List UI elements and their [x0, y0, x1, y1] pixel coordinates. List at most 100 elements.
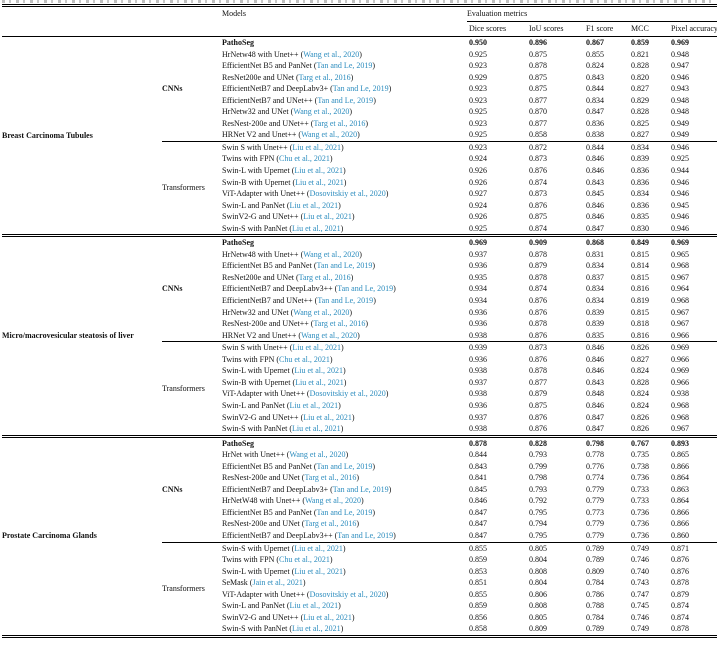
citation-link[interactable]: Wang et al., 2020	[301, 330, 358, 340]
metric-value: 0.779	[586, 530, 604, 540]
model-row: Swin-B with Upernet (Liu et al., 2021) 0.…	[2, 177, 717, 189]
citation-link[interactable]: Wang et al., 2020	[301, 130, 358, 140]
model-row: Swin-L with Upernet (Liu et al., 2021) 0.…	[2, 566, 717, 578]
citation-link[interactable]: Targ et al., 2016	[304, 473, 357, 483]
metric-value: 0.828	[527, 434, 584, 450]
metric-value: 0.868	[584, 234, 629, 249]
model-name: HRNet V2 and Unet++ (Wang et al., 2020)	[222, 130, 360, 140]
citation-link[interactable]: Liu et al., 2021	[292, 142, 342, 152]
model-row: ViT-Adapter with Unet++ (Dosovitskiy et …	[2, 388, 717, 400]
architecture-label: Transformers	[162, 541, 222, 637]
metric-value: 0.876	[671, 566, 689, 576]
metric-value: 0.876	[529, 307, 547, 317]
citation-link[interactable]: Liu et al., 2021	[303, 212, 352, 222]
citation-link[interactable]: Liu et al., 2021	[289, 200, 339, 210]
citation-link[interactable]: Tan and Le, 2019	[332, 484, 389, 494]
citation-link[interactable]: Targ et al., 2016	[298, 272, 351, 282]
architecture-label: CNNs	[162, 434, 222, 543]
citation-link[interactable]: Targ et al., 2016	[313, 319, 366, 329]
citation-link[interactable]: Liu et al., 2021	[292, 424, 341, 434]
citation-link[interactable]: Targ et al., 2016	[313, 118, 366, 128]
metric-value: 0.779	[586, 496, 604, 506]
metric-value: 0.936	[469, 354, 487, 364]
citation-link[interactable]: Dosovitskiy et al., 2020	[309, 589, 386, 599]
metric-value: 0.853	[469, 566, 487, 576]
metric-value: 0.814	[631, 261, 649, 271]
metric-value: 0.818	[631, 319, 649, 329]
metric-value: 0.969	[671, 366, 689, 376]
citation-link[interactable]: Wang et al., 2020	[293, 107, 350, 117]
metric-value: 0.735	[631, 450, 649, 460]
model-row: ResNet200e and UNet (Targ et al., 2016) 0…	[2, 72, 717, 84]
citation-link[interactable]: Tan and Le, 2019	[316, 261, 373, 271]
citation-link[interactable]: Wang et al., 2020	[289, 450, 346, 460]
metric-value: 0.934	[469, 284, 487, 294]
citation-link[interactable]: Tan and Le, 2019	[337, 284, 394, 294]
citation-link[interactable]: Liu et al., 2021	[294, 566, 344, 576]
metric-value: 0.948	[671, 95, 689, 105]
citation-link[interactable]: Dosovitskiy et al., 2020	[309, 189, 386, 199]
citation-link[interactable]: Wang et al., 2020	[293, 307, 350, 317]
citation-link[interactable]: Liu et al., 2021	[294, 366, 344, 376]
citation-link[interactable]: Tan and Le, 2019	[317, 95, 374, 105]
model-name: EfficientNet B5 and PanNet (Tan and Le, …	[222, 61, 376, 71]
metric-value: 0.815	[631, 272, 649, 282]
metric-value: 0.808	[529, 566, 547, 576]
model-name: Swin-L and PanNet (Liu et al., 2021)	[222, 601, 341, 611]
model-row: Swin-L and PanNet (Liu et al., 2021) 0.93…	[2, 400, 717, 412]
citation-link[interactable]: Wang et al., 2020	[303, 49, 360, 59]
model-name: Swin-B with Upernet (Liu et al., 2021)	[222, 377, 347, 387]
citation-link[interactable]: Tan and Le, 2019	[317, 296, 374, 306]
citation-link[interactable]: Liu et al., 2021	[292, 223, 341, 233]
metric-value: 0.843	[586, 377, 604, 387]
metric-value: 0.865	[671, 450, 689, 460]
metric-value: 0.874	[529, 284, 547, 294]
citation-link[interactable]: Liu et al., 2021	[289, 601, 339, 611]
metric-value: 0.966	[671, 330, 689, 340]
citation-link[interactable]: Tan and Le, 2019	[316, 461, 373, 471]
citation-link[interactable]: Tan and Le, 2019	[316, 507, 373, 517]
citation-link[interactable]: Wang et al., 2020	[305, 496, 362, 506]
metric-value: 0.846	[584, 341, 629, 354]
metric-value: 0.773	[586, 507, 604, 517]
citation-link[interactable]: Liu et al., 2021	[303, 612, 352, 622]
model-row: HrNetw48 with Unet++ (Wang et al., 2020)…	[2, 49, 717, 61]
metric-value: 0.784	[586, 612, 604, 622]
citation-link[interactable]: Targ et al., 2016	[298, 72, 351, 82]
citation-link[interactable]: Chu et al., 2021	[279, 154, 330, 164]
metric-value: 0.806	[529, 589, 547, 599]
citation-link[interactable]: Jain et al., 2021	[252, 578, 303, 588]
metric-value: 0.937	[469, 249, 487, 259]
citation-link[interactable]: Liu et al., 2021	[294, 166, 344, 176]
metric-value: 0.846	[586, 212, 604, 222]
citation-link[interactable]: Wang et al., 2020	[303, 249, 360, 259]
citation-link[interactable]: Dosovitskiy et al., 2020	[309, 389, 386, 399]
model-name: Swin S with Unet++ (Liu et al., 2021)	[222, 140, 467, 154]
metric-value: 0.866	[671, 461, 689, 471]
metric-value: 0.793	[529, 450, 547, 460]
metric-value: 0.968	[671, 296, 689, 306]
citation-link[interactable]: Tan and Le, 2019	[332, 84, 389, 94]
citation-link[interactable]: Liu et al., 2021	[295, 177, 344, 187]
model-row: HrNetW48 with Unet++ (Wang et al., 2020)…	[2, 495, 717, 507]
metric-value: 0.798	[584, 434, 629, 450]
citation-link[interactable]: Liu et al., 2021	[292, 343, 342, 353]
citation-link[interactable]: Liu et al., 2021	[292, 624, 341, 634]
citation-link[interactable]: Liu et al., 2021	[289, 400, 339, 410]
citation-link[interactable]: Chu et al., 2021	[279, 555, 330, 565]
metric-value: 0.946	[671, 177, 689, 187]
citation-link[interactable]: Liu et al., 2021	[294, 543, 343, 553]
metric-value: 0.927	[469, 189, 487, 199]
citation-link[interactable]: Targ et al., 2016	[304, 519, 357, 529]
citation-link[interactable]: Tan and Le, 2019	[316, 61, 373, 71]
metric-value: 0.966	[671, 377, 689, 387]
citation-link[interactable]: Chu et al., 2021	[279, 354, 330, 364]
metric-value: 0.830	[631, 223, 649, 233]
citation-link[interactable]: Tan and Le, 2019	[337, 530, 394, 540]
metric-value: 0.874	[671, 601, 689, 611]
citation-link[interactable]: Liu et al., 2021	[303, 412, 352, 422]
metric-value: 0.896	[529, 38, 547, 47]
citation-link[interactable]: Liu et al., 2021	[295, 377, 344, 387]
col-header-dice-scores: Dice scores	[467, 21, 527, 37]
metric-value: 0.968	[671, 261, 689, 271]
